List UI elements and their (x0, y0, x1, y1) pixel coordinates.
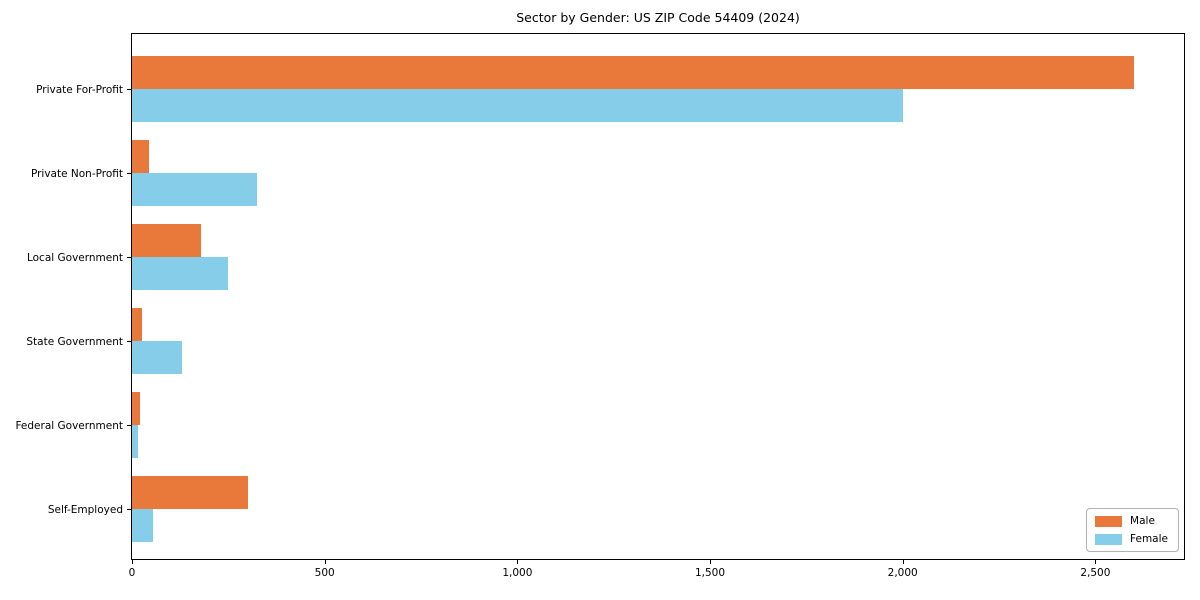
bar-female (132, 341, 183, 374)
bar-male (132, 224, 202, 257)
x-tick-mark (1095, 559, 1097, 564)
x-tick-mark (517, 559, 519, 564)
y-axis-category-label: Private Non-Profit (30, 167, 123, 180)
bar-female (132, 425, 138, 458)
bar-female (132, 509, 154, 542)
y-axis-category-label: Local Government (26, 251, 123, 264)
bar-female (132, 257, 229, 290)
y-tick-mark (127, 425, 132, 426)
y-tick-mark (127, 89, 132, 90)
x-tick-label: 2,500 (1080, 567, 1111, 579)
legend-label-male: Male (1130, 515, 1155, 527)
x-tick-mark (902, 559, 904, 564)
x-tick-mark (710, 559, 712, 564)
x-tick-label: 1,500 (694, 567, 726, 579)
y-axis-category-label: State Government (26, 335, 123, 348)
x-tick-label: 500 (314, 567, 335, 579)
x-tick-label: 1,000 (502, 567, 533, 579)
legend-item-female: Female (1095, 533, 1168, 545)
y-tick-mark (127, 257, 132, 258)
female-series-swatch (1095, 533, 1123, 545)
bar-female (132, 89, 903, 122)
plot-area: Male Female Private For-Profit Private No… (15, 33, 1185, 579)
y-tick-mark (127, 509, 132, 510)
y-tick-mark (127, 173, 132, 174)
legend-item-male: Male (1095, 515, 1168, 527)
bar-male (132, 140, 150, 173)
bar-male (132, 476, 248, 509)
y-axis-category-label: Self-Employed (47, 503, 123, 516)
legend-label-female: Female (1130, 533, 1168, 545)
x-tick-mark (324, 559, 326, 564)
y-axis-category-label: Federal Government (15, 419, 123, 432)
chart-title: Sector by Gender: US ZIP Code 54409 (202… (516, 10, 800, 25)
bar-male (132, 308, 142, 341)
bar-male (132, 56, 1134, 89)
bar-female (132, 173, 258, 206)
legend: Male Female (1086, 508, 1179, 552)
male-series-swatch (1095, 515, 1123, 527)
x-tick-mark (132, 559, 133, 564)
bar-male (132, 392, 140, 425)
x-tick-label: 2,000 (887, 567, 918, 579)
x-tick-label: 0 (128, 567, 136, 579)
y-tick-mark (127, 341, 132, 342)
y-axis-category-label: Private For-Profit (36, 83, 123, 96)
